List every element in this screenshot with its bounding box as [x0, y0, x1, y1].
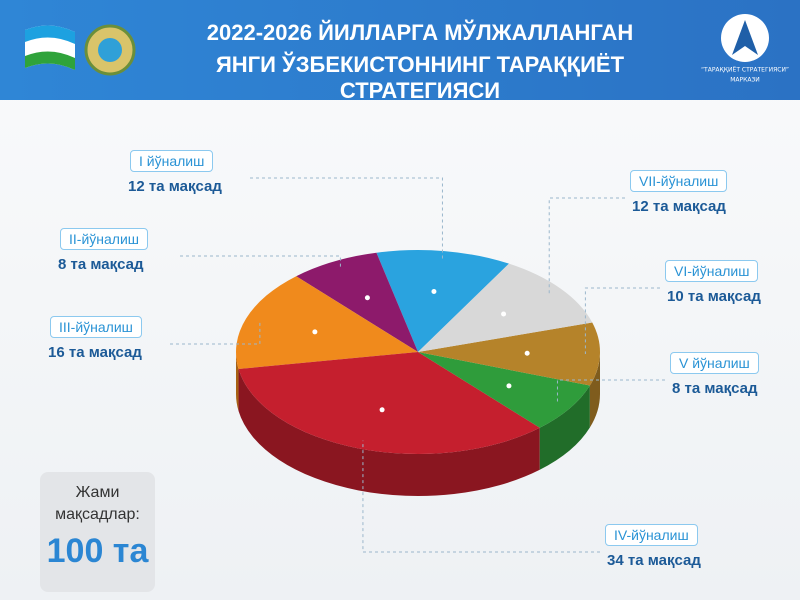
leader-line [362, 440, 600, 553]
leader-line [548, 197, 625, 294]
slice-side [236, 352, 239, 412]
slice-side [539, 385, 590, 470]
slice [238, 352, 540, 455]
leader-line [584, 287, 660, 354]
category-label: II-йўналиш [60, 228, 148, 250]
slice-dot [431, 288, 437, 294]
value-label: 12 та мақсад [632, 198, 726, 215]
title-line: ЯНГИ ЎЗБЕКИСТОННИНГ ТАРАҚҚИЁТ СТРАТЕГИЯС… [215, 52, 625, 103]
title-line: 2022-2026 ЙИЛЛАРГА МЎЛЖАЛЛАНГАН [206, 20, 634, 45]
value-label: 16 та мақсад [48, 344, 142, 361]
slice [418, 322, 600, 386]
slice [376, 249, 509, 352]
total-value: 100 та [46, 532, 149, 570]
logo-text: “ТАРАҚҚИЁТ СТРАТЕГИЯСИ” [701, 67, 789, 74]
leader-line [250, 177, 443, 260]
emblems [25, 24, 136, 76]
category-label: VI-йўналиш [665, 260, 759, 282]
value-label: 8 та мақсад [672, 380, 758, 397]
slice [296, 252, 418, 352]
category-label: VII-йўналиш [630, 170, 728, 192]
value-label: 8 та мақсад [58, 256, 144, 273]
slice [418, 352, 590, 428]
flag-green [25, 51, 75, 70]
value-label: 10 та мақсад [667, 288, 761, 305]
slice-dot [524, 350, 530, 356]
category-label: I йўналиш [130, 150, 214, 172]
value-label: 12 та мақсад [128, 178, 222, 195]
category-label: V йўналиш [670, 352, 759, 374]
slice-dot [501, 311, 507, 317]
category-label: III-йўналиш [50, 316, 142, 338]
category-label: IV-йўналиш [605, 524, 698, 546]
total-label: Жами мақсадлар: [55, 484, 140, 523]
logo: “ТАРАҚҚИЁТ СТРАТЕГИЯСИ” МАРКАЗИ [701, 14, 789, 84]
slice [236, 276, 418, 370]
total-box: Жами мақсадлар: 100 та [40, 472, 155, 592]
emblem-center [98, 38, 122, 62]
logo-subtext: МАРКАЗИ [730, 77, 760, 84]
value-label: 34 та мақсад [607, 552, 701, 569]
slice-side [238, 369, 540, 497]
slice-dot [506, 383, 512, 389]
slice-side [589, 352, 600, 428]
slice-dot [364, 295, 370, 301]
logo-mark [732, 20, 758, 55]
flag-blue [25, 25, 75, 44]
header: 2022-2026 ЙИЛЛАРГА МЎЛЖАЛЛАНГАН ЯНГИ ЎЗБ… [0, 0, 800, 103]
slice [418, 263, 593, 352]
slice-dot [312, 329, 318, 335]
leader-line [180, 255, 341, 269]
slice-dot [379, 407, 385, 413]
